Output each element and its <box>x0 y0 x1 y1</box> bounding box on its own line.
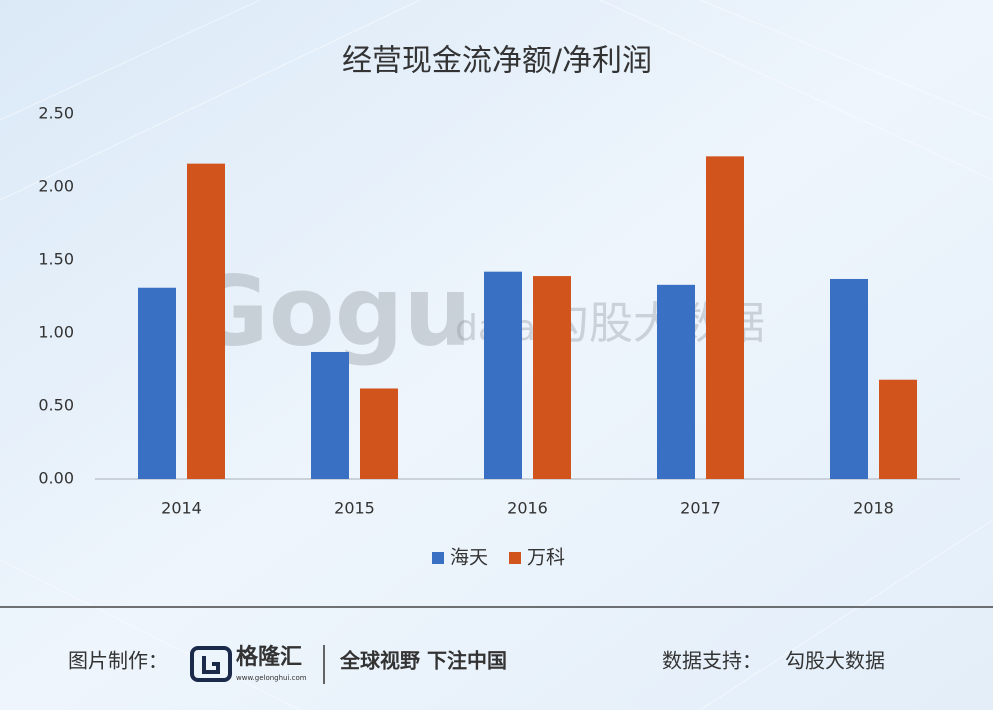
y-tick-label: 0.00 <box>38 469 74 488</box>
bar <box>187 163 225 479</box>
x-tick-label: 2017 <box>680 499 721 518</box>
bar <box>360 388 398 479</box>
y-tick-label: 1.00 <box>38 323 74 342</box>
chart-title: 经营现金流净额/净利润 <box>342 44 652 79</box>
y-tick-label: 2.50 <box>38 104 74 123</box>
bar <box>706 156 744 479</box>
bar <box>657 284 695 479</box>
bar <box>533 276 571 479</box>
legend-label: 万科 <box>527 547 565 569</box>
x-tick-label: 2014 <box>161 499 202 518</box>
footer-source: 勾股大数据 <box>785 649 885 673</box>
logo-icon <box>190 646 232 682</box>
footer-source-label: 数据支持： <box>662 649 762 673</box>
footer: 图片制作： 格隆汇 www.gelonghui.com 全球视野 下注中国 数据… <box>68 644 885 684</box>
x-tick-label: 2018 <box>853 499 894 518</box>
legend-swatch <box>432 552 444 564</box>
y-tick-label: 1.50 <box>38 250 74 269</box>
footer-made-by: 图片制作： <box>68 649 168 673</box>
bar <box>311 351 349 479</box>
bar <box>138 287 176 479</box>
legend-label: 海天 <box>450 547 488 569</box>
y-tick-label: 2.00 <box>38 177 74 196</box>
logo-name: 格隆汇 <box>236 644 302 670</box>
legend-swatch <box>509 552 521 564</box>
watermark-brand: Gogu <box>190 255 472 367</box>
y-tick-label: 0.50 <box>38 396 74 415</box>
bar <box>484 271 522 479</box>
x-tick-label: 2016 <box>507 499 548 518</box>
x-tick-label: 2015 <box>334 499 375 518</box>
footer-slogan: 全球视野 下注中国 <box>339 649 507 673</box>
bar <box>830 278 868 479</box>
logo-url: www.gelonghui.com <box>236 674 307 682</box>
bar <box>879 379 917 479</box>
